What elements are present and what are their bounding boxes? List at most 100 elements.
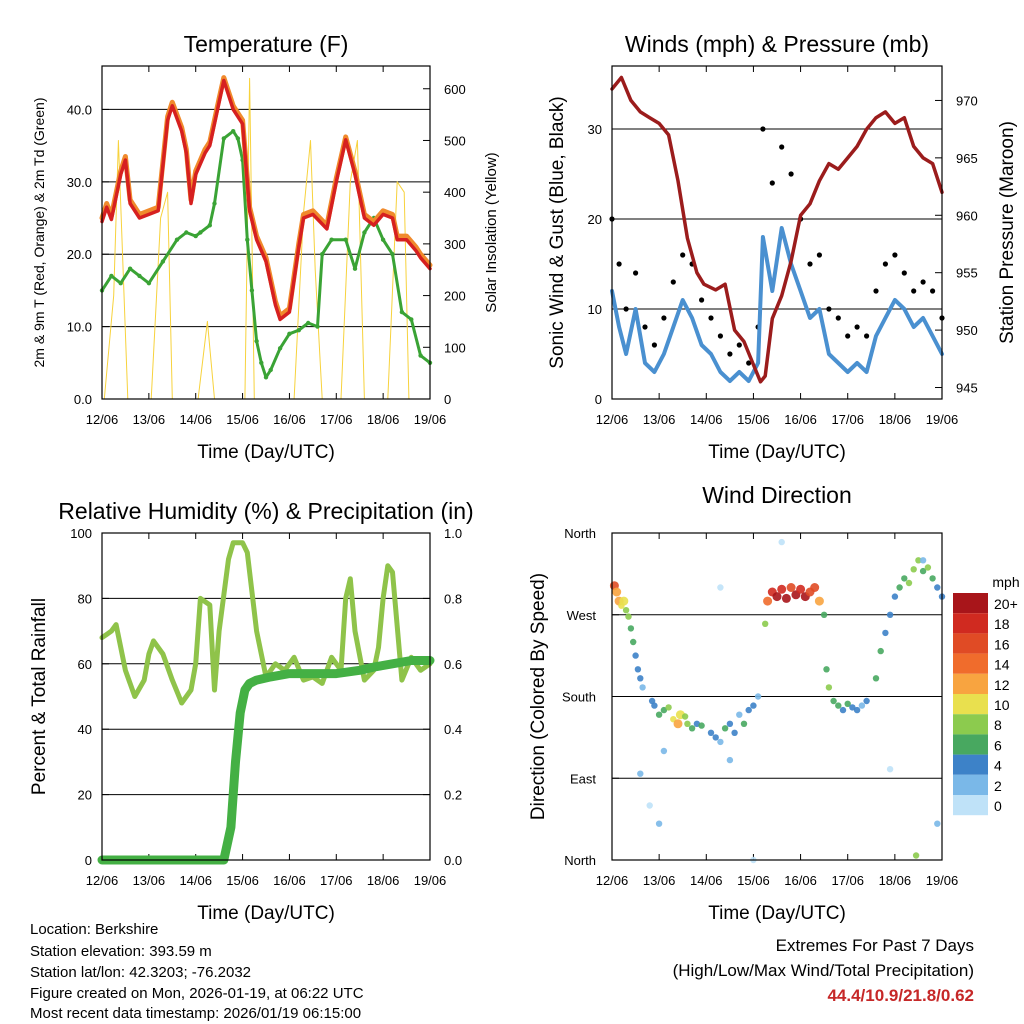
direction-point [891, 593, 899, 600]
direction-point [634, 666, 642, 673]
temp-ylabel-right: Solar Insolation (Yellow) [483, 152, 500, 312]
direction-point [673, 719, 683, 729]
dir-title: Wind Direction [702, 482, 852, 508]
direction-point [772, 592, 782, 602]
gust-point [680, 252, 686, 258]
dewpoint-point [193, 233, 198, 239]
winds-ytick-label-right: 955 [956, 266, 978, 281]
rh-ytick-label-right: 1.0 [444, 526, 462, 541]
winds-ytick-label-right: 945 [956, 381, 978, 396]
legend-label: 2 [994, 778, 1002, 794]
direction-point [660, 747, 668, 755]
direction-point [886, 766, 894, 773]
direction-point [637, 770, 644, 777]
direction-point [630, 638, 637, 646]
temp-ytick-label-right: 600 [444, 82, 466, 97]
direction-point [872, 675, 880, 682]
dir-ylabel: Direction (Colored By Speed) [528, 573, 549, 820]
direction-point [901, 575, 908, 582]
dewpoint-point [320, 252, 325, 257]
winds-title: Winds (mph) & Pressure (mb) [625, 31, 929, 57]
direction-point [655, 711, 663, 718]
temp-title: Temperature (F) [184, 31, 349, 57]
dewpoint-point [249, 288, 255, 293]
dewpoint-point [207, 223, 212, 228]
direction-point [625, 613, 632, 620]
solar-insolation-line [101, 77, 431, 400]
temp-ytick-label: 30.0 [67, 175, 92, 190]
direction-point [731, 729, 738, 736]
gust-point [920, 279, 926, 285]
dir-xtick-label: 18/06 [879, 873, 912, 888]
winds-plot-frame [611, 65, 943, 400]
direction-point [612, 587, 622, 597]
rh-xtick-label: 15/06 [226, 873, 259, 888]
temp-ylabel-left: 2m & 9m T (Red, Orange) & 2m Td (Green) [31, 98, 47, 368]
rh-ytick-label: 100 [70, 526, 92, 541]
direction-point [835, 702, 842, 709]
direction-point [934, 820, 941, 827]
direction-point [849, 704, 856, 711]
temp-xtick-label: 19/06 [414, 412, 447, 427]
legend-swatch [953, 795, 988, 816]
direction-point [896, 584, 903, 591]
direction-point [934, 584, 941, 591]
legend-label: 16 [994, 636, 1010, 652]
gust-point [873, 288, 879, 294]
dir-ytick-label: West [567, 608, 597, 623]
extremes-panel: Extremes For Past 7 Days (High/Low/Max W… [554, 937, 974, 1004]
direction-point [778, 538, 785, 546]
dewpoint-point [296, 328, 301, 333]
dewpoint-point [259, 360, 264, 365]
direction-point [910, 566, 917, 573]
direction-point [863, 697, 870, 705]
gust-point [727, 351, 733, 357]
winds-ylabel-left: Sonic Wind & Gust (Blue, Black) [547, 96, 568, 368]
direction-point [905, 579, 913, 587]
temp-ytick-label-right: 400 [444, 185, 466, 200]
temp-ytick-label-right: 100 [444, 340, 466, 355]
direction-point [665, 704, 672, 711]
dewpoint-point [343, 237, 348, 242]
temp-2m-line [100, 78, 432, 322]
dewpoint-point [235, 136, 241, 141]
direction-point [698, 722, 705, 729]
direction-point [632, 652, 639, 659]
direction-point [660, 706, 668, 714]
winds-xtick-label: 19/06 [926, 412, 959, 427]
dewpoint-point [329, 237, 334, 242]
temp-ytick-label-right: 500 [444, 133, 466, 148]
temp-xtick-label: 13/06 [133, 412, 166, 427]
winds-ytick-label: 30 [588, 122, 602, 137]
direction-point [912, 852, 920, 859]
gust-point [807, 261, 813, 267]
direction-point [651, 702, 658, 709]
dir-xtick-label: 16/06 [784, 873, 817, 888]
rh-ytick-label: 20 [78, 788, 92, 803]
temp-ytick-label-right: 0 [444, 392, 451, 407]
direction-point [777, 584, 787, 594]
direction-point [684, 720, 691, 727]
dewpoint-point [160, 259, 166, 264]
legend-title: mph [992, 574, 1019, 590]
temp-ytick-label: 20.0 [67, 247, 92, 262]
winds-xtick-label: 16/06 [784, 412, 817, 427]
winds-xtick-label: 15/06 [737, 412, 770, 427]
winds-ytick-label: 10 [588, 302, 602, 317]
direction-point [915, 557, 922, 564]
gust-point [845, 333, 851, 339]
legend-label: 6 [994, 737, 1002, 753]
rh-ytick-label: 40 [78, 722, 92, 737]
direction-point [726, 756, 734, 764]
direction-point [750, 702, 757, 709]
direction-point [877, 647, 884, 655]
dir-ytick-label: North [564, 526, 596, 541]
legend-label: 4 [994, 758, 1002, 774]
relative-humidity-line [99, 540, 433, 706]
legend-swatch [953, 774, 988, 795]
extremes-title: Extremes For Past 7 Days [775, 936, 974, 955]
dewpoint-point [198, 230, 203, 235]
temp-ytick-label-right: 300 [444, 237, 466, 252]
winds-xtick-label: 13/06 [643, 412, 676, 427]
